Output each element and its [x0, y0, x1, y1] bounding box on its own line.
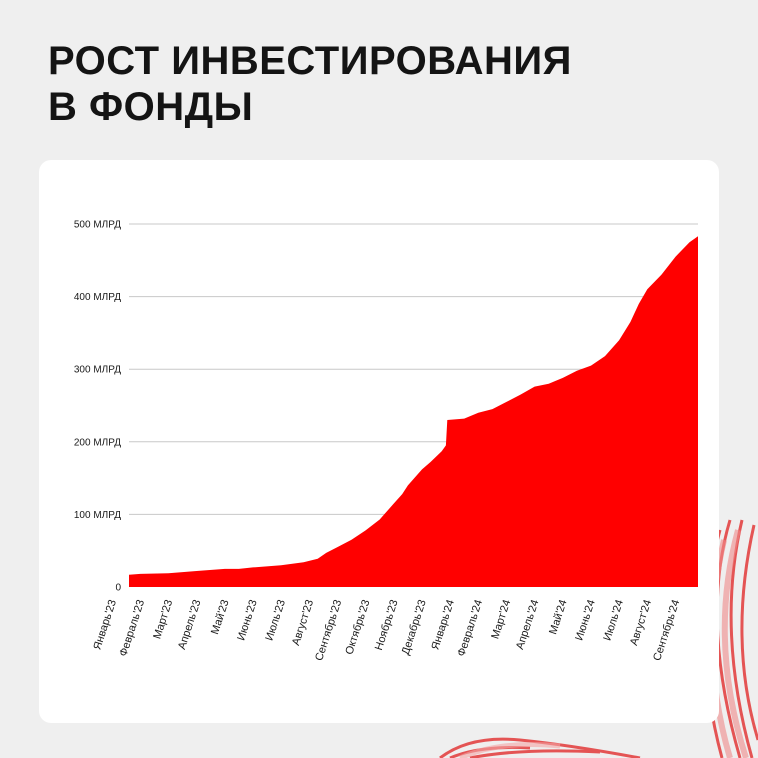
- x-tick-label-12: Январь'24: [429, 598, 456, 651]
- x-tick-label-13: Февраль'24: [455, 598, 485, 658]
- x-tick-label-18: Июль'24: [601, 598, 626, 642]
- x-tick-label-5: Июнь'23: [235, 598, 259, 642]
- page-title: РОСТ ИНВЕСТИРОВАНИЯ В ФОНДЫ: [48, 38, 572, 130]
- x-tick-label-16: Май'24: [547, 598, 570, 636]
- area-chart: 0 100 МЛРД 200 МЛРД 300 МЛРД 400 МЛРД 500 МЛР…: [74, 220, 698, 662]
- x-tick-label-3: Апрель'23: [176, 598, 203, 651]
- x-tick-label-1: Февраль'23: [117, 598, 147, 658]
- y-tick-label-100: 100 МЛРД: [74, 510, 121, 521]
- y-tick-label-400: 400 МЛРД: [74, 292, 121, 303]
- y-tick-label-300: 300 МЛРД: [74, 365, 121, 376]
- y-tick-label-200: 200 МЛРД: [74, 437, 121, 448]
- x-tick-label-10: Ноябрь'23: [373, 598, 401, 652]
- x-tick-label-8: Сентябрь'23: [313, 598, 344, 662]
- title-line-2: В ФОНДЫ: [48, 85, 254, 129]
- x-tick-label-14: Март'24: [489, 598, 513, 640]
- x-tick-label-0: Январь'23: [91, 598, 118, 651]
- title-line-1: РОСТ ИНВЕСТИРОВАНИЯ: [48, 39, 572, 83]
- x-tick-label-7: Август'23: [290, 598, 316, 647]
- x-tick-label-20: Сентябрь'24: [651, 598, 682, 662]
- x-tick-label-9: Октябрь'23: [343, 598, 372, 656]
- y-tick-label-0: 0: [115, 583, 121, 594]
- x-tick-label-17: Июнь'24: [573, 598, 597, 642]
- chart-card: 0 100 МЛРД 200 МЛРД 300 МЛРД 400 МЛРД 500 МЛР…: [39, 160, 719, 723]
- y-tick-label-500: 500 МЛРД: [74, 220, 121, 231]
- x-tick-label-4: Май'23: [209, 598, 232, 636]
- x-tick-label-2: Март'23: [151, 598, 175, 640]
- area-series: [129, 236, 698, 588]
- x-tick-label-6: Июль'23: [263, 598, 288, 642]
- x-tick-label-19: Август'24: [628, 598, 654, 647]
- x-tick-label-11: Декабрь'23: [400, 598, 429, 656]
- x-tick-label-15: Апрель'24: [514, 598, 541, 651]
